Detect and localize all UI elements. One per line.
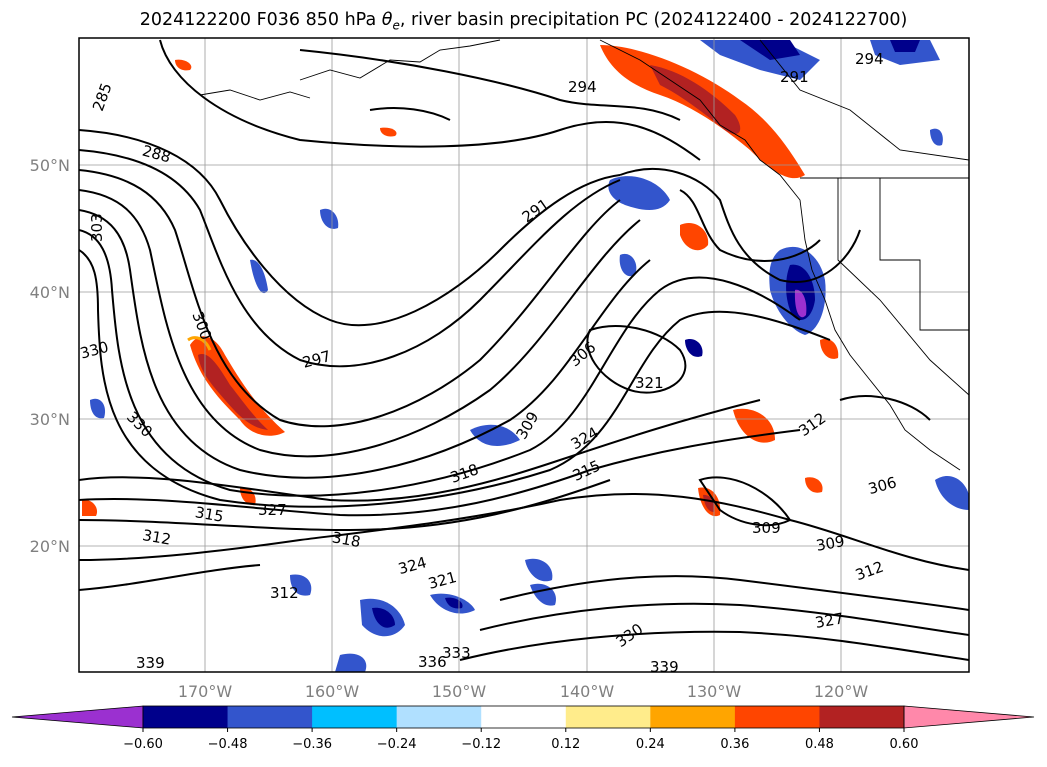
- contour-label: 327: [814, 609, 845, 632]
- map-panel: 285 288 291 294 294 297 300 303 306 306 …: [78, 38, 969, 676]
- colorbar-extend-max: [903, 705, 1035, 729]
- colorbar-tick-label: −0.24: [377, 737, 417, 752]
- contour-label: 312: [270, 584, 299, 602]
- contour-label: 318: [331, 528, 362, 551]
- contour-label: 327: [258, 501, 287, 519]
- lat-label: 40°N: [30, 283, 70, 302]
- contour-label: 321: [635, 374, 664, 392]
- lat-label: 20°N: [30, 537, 70, 556]
- contour-label: 315: [194, 503, 225, 526]
- colorbar-cell: [734, 706, 820, 728]
- colorbar-tick-label: 0.36: [720, 737, 749, 752]
- contour-label: 324: [396, 553, 428, 578]
- contour-label: 339: [650, 658, 679, 676]
- theta-e-contours: [79, 39, 969, 661]
- colorbar-tick-label: −0.48: [208, 737, 248, 752]
- contour-label: 309: [752, 519, 781, 537]
- colorbar-cell: [819, 706, 905, 728]
- colorbar-cell: [650, 706, 736, 728]
- contour-label: 318: [448, 460, 481, 487]
- contour-label: 303: [88, 213, 106, 242]
- contour-label: 330: [613, 620, 647, 651]
- colorbar-cell: [396, 706, 482, 728]
- contour-label: 312: [795, 409, 829, 440]
- lat-label: 30°N: [30, 410, 70, 429]
- colorbar-cell: [565, 706, 651, 728]
- colorbar-cell: [481, 706, 567, 728]
- colorbar-tick-label: −0.60: [123, 737, 163, 752]
- lon-label: 120°W: [814, 682, 869, 701]
- colorbar-tick-label: −0.12: [461, 737, 501, 752]
- map-frame: [78, 37, 970, 673]
- contour-label: 297: [300, 347, 332, 372]
- colorbar: −0.60 −0.48 −0.36 −0.24 −0.12 0.12 0.24 0.36 0.4…: [11, 705, 1035, 752]
- colorbar-cell: [227, 706, 313, 728]
- lon-label: 140°W: [560, 682, 615, 701]
- contour-label: 306: [566, 338, 600, 370]
- contour-label: 288: [140, 142, 172, 167]
- colorbar-cell: [143, 706, 229, 728]
- colorbar-tick-label: −0.36: [292, 737, 332, 752]
- contour-label: 333: [442, 644, 471, 662]
- contour-label: 309: [815, 532, 846, 555]
- longitude-labels: 170°W 160°W 150°W 140°W 130°W 120°W: [178, 682, 869, 701]
- colorbar-frame: [142, 705, 905, 729]
- map-title: 2024122200 F036 850 hPa θe, river basin …: [139, 10, 908, 33]
- lon-label: 130°W: [687, 682, 742, 701]
- lon-label: 170°W: [178, 682, 233, 701]
- lon-label: 160°W: [305, 682, 360, 701]
- contour-label: 315: [570, 457, 604, 485]
- contour-label: 312: [853, 558, 886, 585]
- lat-label: 50°N: [30, 156, 70, 175]
- colorbar-cell: [312, 706, 398, 728]
- colorbar-extend-min: [11, 705, 144, 729]
- contour-label: 291: [519, 195, 553, 226]
- contour-label: 294: [568, 78, 597, 96]
- colorbar-tick-label: 0.48: [805, 737, 834, 752]
- latitude-labels: 50°N 40°N 30°N 20°N: [30, 156, 70, 556]
- lon-label: 150°W: [432, 682, 487, 701]
- contour-label: 330: [78, 338, 110, 363]
- contour-label: 321: [426, 568, 458, 593]
- contour-label: 336: [418, 653, 447, 671]
- colorbar-tick-label: 0.12: [551, 737, 580, 752]
- contour-label: 306: [866, 473, 898, 498]
- contour-label: 285: [89, 80, 116, 113]
- contour-label: 291: [780, 68, 809, 86]
- precip-shading: [82, 40, 969, 672]
- contour-label: 312: [141, 526, 172, 549]
- colorbar-tick-label: 0.60: [890, 737, 919, 752]
- colorbar-tick-label: 0.24: [636, 737, 665, 752]
- coastlines: [199, 39, 969, 471]
- contour-label: 294: [855, 50, 884, 68]
- contour-label: 339: [136, 654, 165, 672]
